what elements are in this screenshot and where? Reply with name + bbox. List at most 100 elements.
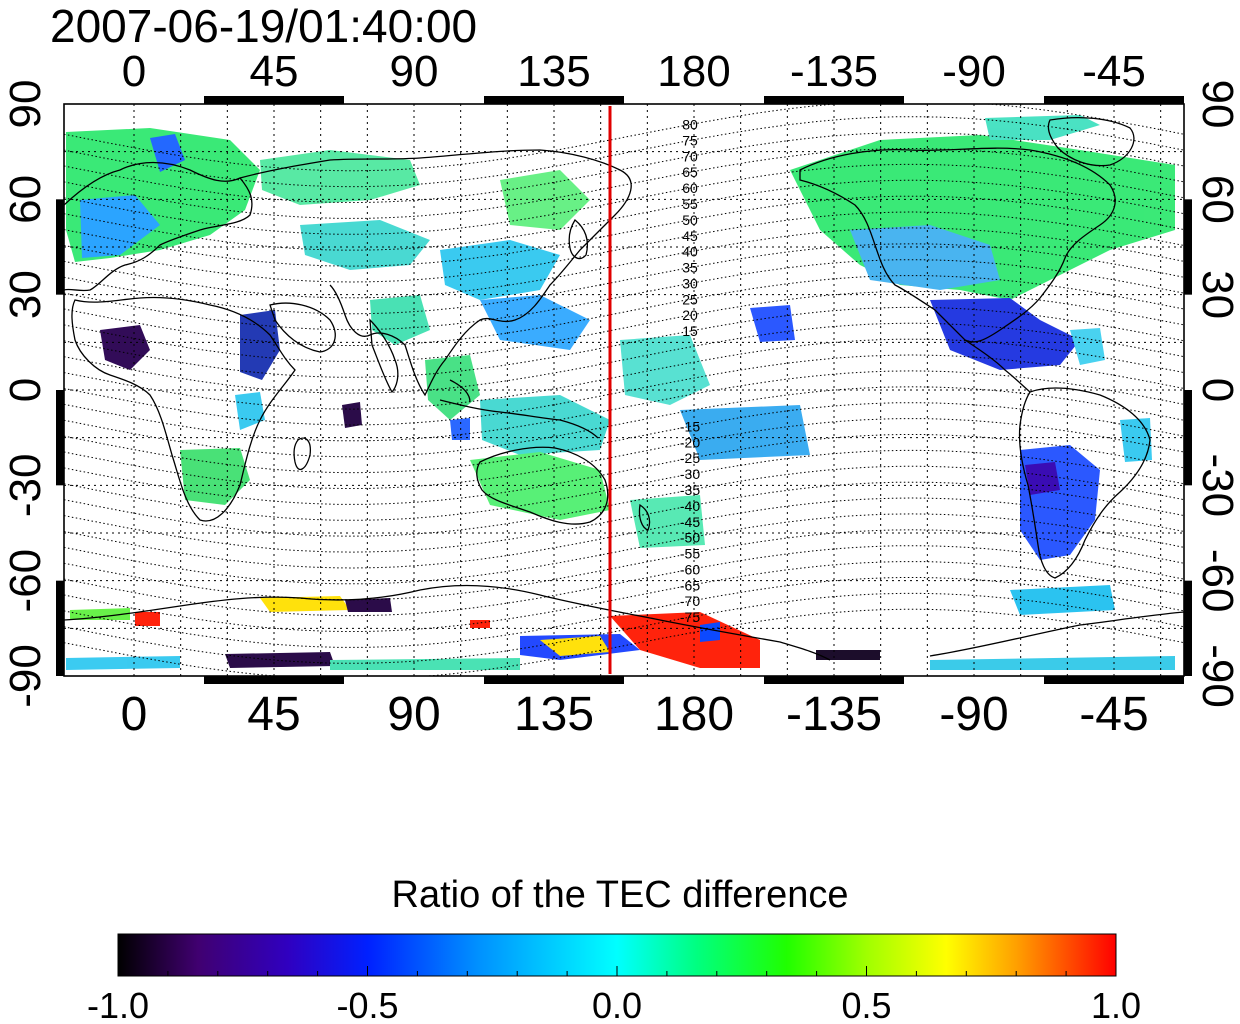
top-longitude-label: -90 [942,47,1006,96]
left-border-bar [56,390,64,486]
right-border-bar [1184,199,1192,295]
colorbar: -1.0 -0.5 0.0 0.5 1.0 [87,933,1141,1024]
colorbar-tick-label: 0.5 [841,985,891,1024]
contour-label: 30 [682,275,698,291]
bottom-longitude-labels: 0 45 90 135 180 -135 -90 -45 [121,688,1149,741]
magnetic-contour [64,529,1184,601]
bottom-longitude-label: 135 [514,688,594,741]
magnetic-contour [64,163,1184,235]
tec-data-patches [66,115,1175,670]
top-longitude-labels: 0 45 90 135 180 -135 -90 -45 [122,47,1146,96]
magnetic-contour [64,354,1184,426]
contour-label: 45 [682,228,698,244]
right-latitude-label: 30 [1193,270,1240,319]
contour-label: -15 [680,418,700,434]
left-latitude-label: 90 [1,80,50,129]
bottom-border-bar [204,676,344,684]
magnetic-contour [64,545,1184,617]
magnetic-contour [64,259,1184,331]
magnetic-latitude-contours [64,104,1184,676]
top-border-bar [484,96,624,104]
magnetic-contour [64,402,1184,474]
magnetic-contour [64,386,1184,458]
magnetic-contour [64,608,1184,676]
contour-label: 15 [682,323,698,339]
left-latitude-labels: 90 60 30 0 -30 -60 -90 [1,80,50,708]
left-latitude-label: 0 [1,378,50,402]
top-longitude-label: 45 [250,47,299,96]
contour-label: 70 [682,148,698,164]
magnetic-contour [64,322,1184,394]
contour-label: -35 [680,482,700,498]
contour-label: -45 [680,514,700,530]
magnetic-contour [64,561,1184,632]
magnetic-contour [64,592,1184,664]
contour-label: -30 [680,466,700,482]
contour-label: 60 [682,180,698,196]
frame-border-bars [56,96,1192,684]
contour-label: 55 [682,196,698,212]
bottom-longitude-label: -135 [786,688,882,741]
top-longitude-label: 90 [390,47,439,96]
top-longitude-label: -45 [1082,47,1146,96]
magnetic-contour [64,418,1184,489]
left-latitude-label: -60 [1,549,50,613]
magnetic-contour [64,291,1184,362]
contour-label: 25 [682,291,698,307]
bottom-border-bar [764,676,904,684]
left-border-bar [56,199,64,295]
graticule [64,104,1184,676]
contour-label: 65 [682,164,698,180]
contour-label: 80 [682,117,698,133]
magnetic-contour [64,179,1184,251]
right-latitude-label: 0 [1193,378,1240,402]
bottom-longitude-label: -45 [1079,688,1148,741]
top-longitude-label: 0 [122,47,146,96]
magnetic-contour [64,211,1184,283]
bottom-longitude-label: 45 [247,688,300,741]
colorbar-title: Ratio of the TEC difference [391,874,849,916]
right-latitude-labels: 90 60 30 0 -30 -60 -90 [1193,80,1240,708]
figure-title: 2007-06-19/01:40:00 [50,0,478,52]
bottom-longitude-label: 180 [654,688,734,741]
magnetic-contour [64,243,1184,315]
contour-label: 75 [682,132,698,148]
top-border-bar [204,96,344,104]
magnetic-contour [64,449,1184,521]
contour-label: 50 [682,212,698,228]
bottom-border-bar [1044,676,1184,684]
colorbar-tick-label: -1.0 [87,985,149,1024]
right-latitude-label: 90 [1193,80,1240,129]
magnetic-contour [64,513,1184,585]
bottom-longitude-label: -90 [939,688,1008,741]
colorbar-tick-label: -0.5 [336,985,398,1024]
magnetic-contour [64,306,1184,378]
magnetic-contour [64,434,1184,505]
top-longitude-label: 135 [517,47,590,96]
top-border-bar [1044,96,1184,104]
magnetic-contour [64,497,1184,569]
magnetic-contour [64,577,1184,648]
colorbar-tick-label: 0.0 [592,985,642,1024]
top-longitude-label: 180 [657,47,730,96]
right-latitude-label: -60 [1193,549,1240,613]
magnetic-contour [64,338,1184,410]
coastlines [64,116,1184,661]
contour-label: -50 [680,530,700,546]
left-latitude-label: -30 [1,454,50,518]
contour-label: -20 [680,434,700,450]
colorbar-tick-label: 1.0 [1091,985,1141,1024]
magnetic-contour [64,116,1184,188]
contour-label: -70 [680,593,700,609]
contour-label: -40 [680,498,700,514]
contour-label: 35 [682,260,698,276]
right-latitude-label: 60 [1193,175,1240,224]
right-latitude-label: -90 [1193,644,1240,708]
bottom-longitude-label: 0 [121,688,148,741]
left-latitude-label: 60 [1,175,50,224]
right-latitude-label: -30 [1193,454,1240,518]
